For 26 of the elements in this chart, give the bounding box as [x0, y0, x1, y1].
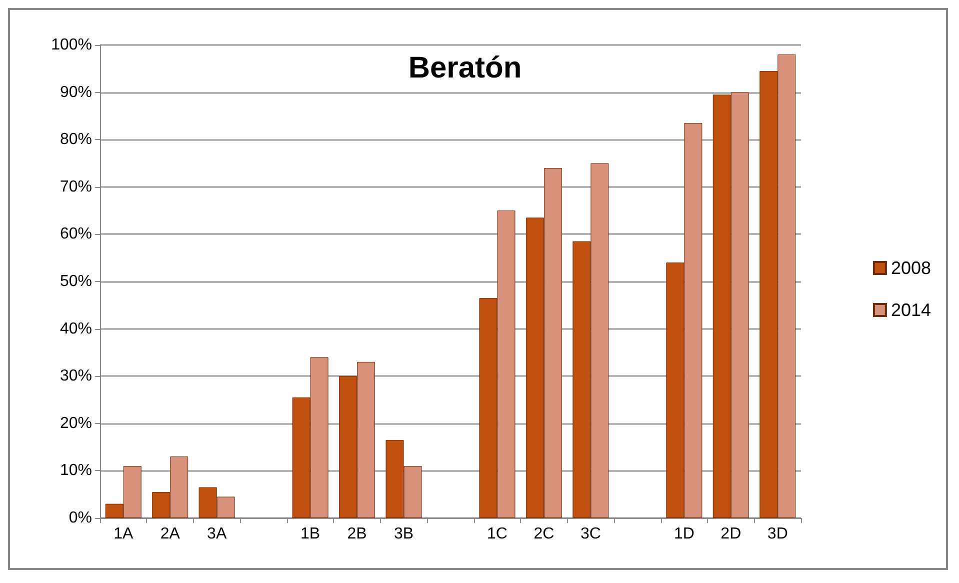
x-tick-label: 2A	[160, 526, 180, 542]
y-tick-label: 20%	[60, 414, 92, 432]
x-tick-label: 3C	[580, 526, 601, 542]
x-tick-label: 1D	[674, 526, 694, 542]
y-tick-label: 50%	[60, 273, 92, 290]
x-tick-label: 2D	[720, 526, 742, 542]
chart-title: Beratón	[408, 52, 522, 84]
y-tick-label: 70%	[60, 178, 92, 196]
y-tick-label: 40%	[60, 320, 92, 338]
y-tick-label: 30%	[60, 368, 92, 385]
y-tick-label: 90%	[60, 84, 92, 101]
y-tick-label: 0%	[68, 510, 92, 526]
y-tick-label: 60%	[60, 226, 92, 243]
x-tick-label: 3D	[767, 526, 788, 542]
legend-label: 2008	[890, 258, 932, 278]
x-tick-label: 1B	[300, 526, 320, 542]
y-tick-label: 80%	[60, 131, 92, 148]
x-tick-label: 3A	[207, 526, 227, 542]
x-tick-label: 2C	[534, 526, 554, 542]
y-tick-label: 10%	[60, 462, 92, 480]
x-tick-label: 1C	[487, 526, 508, 542]
x-tick-label: 2B	[347, 526, 367, 542]
x-tick-label: 3B	[394, 526, 414, 542]
legend-label: 2014	[890, 300, 932, 320]
x-tick-label: 1A	[114, 526, 134, 542]
y-tick-label: 100%	[51, 36, 92, 54]
